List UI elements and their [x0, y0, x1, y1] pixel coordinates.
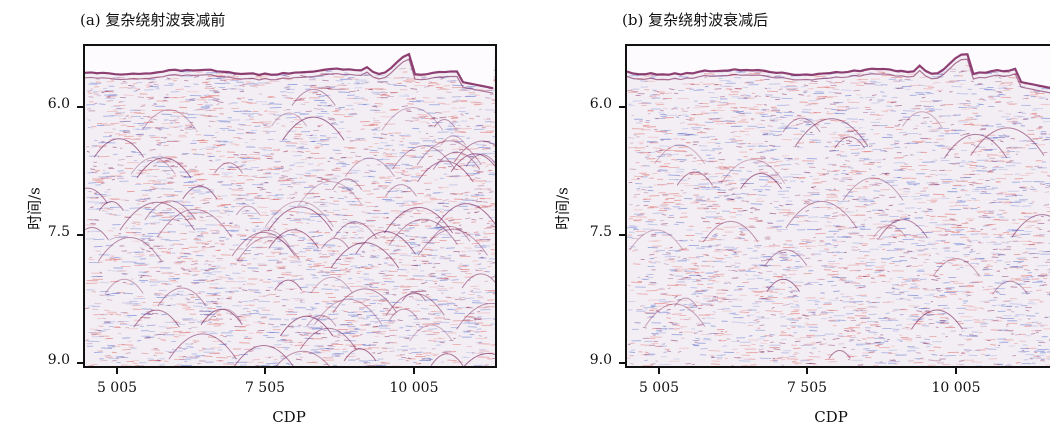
panel-b-xtick-label-10005: 10 005 — [931, 380, 981, 396]
panel-b-ytick-label-9.0: 9.0 — [589, 352, 612, 368]
panel-b-title: (b) 复杂绕射波衰减后 — [622, 11, 769, 29]
panel-a-ytick-6.0 — [77, 106, 83, 108]
panel-a-xtick-label-7505: 7 505 — [244, 380, 286, 396]
panel-b-xtick-label-7505: 7 505 — [786, 380, 828, 396]
panel-b-seismic-section — [625, 44, 1050, 368]
panel-a-xtick-label-10005: 10 005 — [389, 380, 439, 396]
panel-a-x-axis-label: CDP — [272, 408, 306, 426]
panel-b-xtick-5005 — [658, 368, 660, 374]
panel-a-xtick-10005 — [413, 368, 415, 374]
panel-a-ytick-label-7.5: 7.5 — [47, 224, 70, 240]
panel-b-ytick-label-7.5: 7.5 — [589, 224, 612, 240]
panel-a-ytick-7.5 — [77, 234, 83, 236]
panel-b-y-axis-label: 时间/s — [553, 187, 572, 230]
panel-a-seismic-image — [85, 46, 495, 366]
panel-a-ytick-label-6.0: 6.0 — [47, 96, 70, 112]
panel-a-seismic-section — [83, 44, 497, 368]
panel-a-ytick-label-9.0: 9.0 — [47, 352, 70, 368]
panel-b-ytick-label-6.0: 6.0 — [589, 96, 612, 112]
panel-b-ytick-7.5 — [619, 234, 625, 236]
panel-b-xtick-10005 — [955, 368, 957, 374]
panel-a: (a) 复杂绕射波衰减前 时间/s 6.0 7.5 9.0 5 005 7 50… — [26, 11, 497, 426]
panel-b-ytick-9.0 — [619, 362, 625, 364]
panel-a-xtick-7505 — [264, 368, 266, 374]
panel-b-x-axis-label: CDP — [814, 408, 848, 426]
panel-a-xtick-label-5005: 5 005 — [96, 380, 138, 396]
panel-b: (b) 复杂绕射波衰减后 时间/s 6.0 7.5 9.0 5 005 7 50… — [542, 0, 1050, 429]
panel-b-xtick-7505 — [806, 368, 808, 374]
panel-a-title: (a) 复杂绕射波衰减前 — [80, 11, 226, 29]
panel-b-ytick-6.0 — [619, 106, 625, 108]
panel-a-xtick-5005 — [116, 368, 118, 374]
panel-b-xtick-label-5005: 5 005 — [638, 380, 680, 396]
panel-b-seismic-image — [627, 46, 1050, 366]
panel-a-ytick-9.0 — [77, 362, 83, 364]
